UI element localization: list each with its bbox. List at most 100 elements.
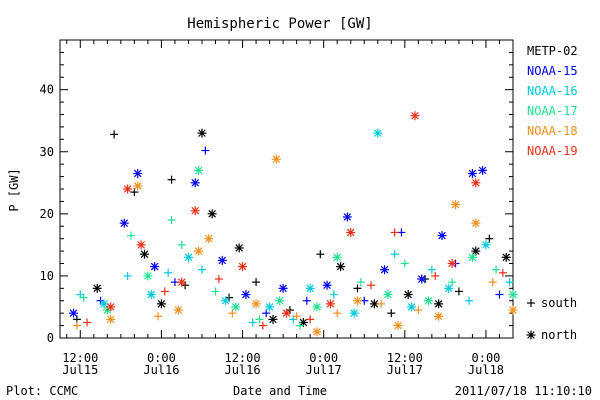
data-point-south	[306, 315, 315, 324]
data-point-north	[352, 296, 362, 306]
data-point-south	[123, 271, 132, 280]
data-point-north	[393, 321, 403, 331]
data-point-north	[231, 302, 241, 312]
x-tick-date-label: Jul16	[143, 363, 179, 377]
series-metp-02	[72, 128, 511, 327]
data-point-north	[221, 296, 231, 306]
data-point-south	[390, 228, 399, 237]
data-point-north	[99, 299, 109, 309]
data-point-north	[336, 262, 346, 272]
series-noaa-19	[83, 111, 507, 330]
data-point-north	[508, 290, 518, 300]
data-point-north	[234, 243, 244, 253]
data-point-south	[498, 268, 507, 277]
plot-timestamp: 2011/07/18 11:10:10	[455, 384, 592, 398]
data-point-south	[167, 216, 176, 225]
x-tick-date-label: Jul18	[468, 363, 504, 377]
data-point-north	[444, 283, 454, 293]
data-point-south	[211, 287, 220, 296]
data-point-north	[471, 178, 481, 188]
data-point-south	[252, 278, 261, 287]
data-point-south	[377, 299, 386, 308]
data-point-north	[194, 165, 204, 175]
data-point-north	[481, 240, 491, 250]
data-point-south	[400, 259, 409, 268]
data-point-north	[346, 227, 356, 237]
data-point-north	[177, 277, 187, 287]
marker-legend-label: north	[541, 328, 577, 342]
data-point-north	[133, 181, 143, 191]
data-point-north	[275, 296, 285, 306]
data-point-north	[207, 209, 217, 219]
data-point-north	[106, 314, 116, 324]
data-point-south	[258, 321, 267, 330]
legend-entry: NOAA-19	[527, 144, 578, 158]
y-axis-label: P [GW]	[7, 168, 21, 211]
data-point-south	[492, 265, 501, 274]
data-point-north	[136, 240, 146, 250]
marker-legend-label: south	[541, 296, 577, 310]
data-point-south	[465, 296, 474, 305]
data-point-south	[110, 130, 119, 139]
data-point-south	[390, 250, 399, 259]
legend-entry: NOAA-16	[527, 84, 578, 98]
data-point-south	[167, 175, 176, 184]
data-point-north	[312, 327, 322, 337]
series-noaa-15	[69, 146, 504, 318]
data-point-north	[407, 302, 417, 312]
data-point-south	[201, 146, 210, 155]
data-point-south	[248, 318, 257, 327]
series-noaa-18	[72, 154, 518, 337]
y-tick-label: 10	[40, 269, 54, 283]
data-point-north	[471, 218, 481, 228]
data-point-south	[292, 312, 301, 321]
data-point-south	[164, 268, 173, 277]
data-point-south	[454, 287, 463, 296]
data-point-south	[302, 296, 311, 305]
legend-entry: NOAA-18	[527, 124, 578, 138]
data-point-south	[83, 318, 92, 327]
data-point-north	[197, 128, 207, 138]
data-point-north	[150, 262, 160, 272]
x-tick-time-label: 0:00	[472, 351, 501, 365]
data-point-north	[265, 302, 275, 312]
data-point-north	[437, 231, 447, 241]
data-point-north	[417, 274, 427, 284]
data-point-south	[367, 281, 376, 290]
data-point-south	[197, 265, 206, 274]
x-tick-date-label: Jul17	[387, 363, 423, 377]
data-point-north	[312, 302, 322, 312]
data-point-south	[296, 321, 305, 330]
data-point-north	[133, 168, 143, 178]
data-points	[69, 111, 518, 337]
data-point-north	[478, 165, 488, 175]
data-point-south	[329, 290, 338, 299]
data-point-south	[316, 250, 325, 259]
data-point-north	[123, 184, 133, 194]
x-axis: 12:00Jul150:00Jul1612:00Jul160:00Jul1712…	[62, 40, 514, 377]
data-point-north	[434, 299, 444, 309]
data-point-north	[322, 280, 332, 290]
data-point-south	[495, 290, 504, 299]
data-point-north	[217, 255, 227, 265]
x-tick-time-label: 12:00	[62, 351, 98, 365]
x-tick-date-label: Jul15	[62, 363, 98, 377]
data-point-north	[501, 252, 511, 262]
chart-title: Hemispheric Power [GW]	[187, 16, 372, 32]
data-point-north	[434, 311, 444, 321]
marker-legend: south north	[526, 296, 577, 342]
data-point-north	[373, 128, 383, 138]
data-point-north	[238, 262, 248, 272]
data-point-south	[448, 278, 457, 287]
data-point-north	[156, 299, 166, 309]
data-point-south	[79, 293, 88, 302]
legend-entry: NOAA-15	[527, 64, 578, 78]
data-point-north	[69, 308, 79, 318]
data-point-south	[397, 228, 406, 237]
legend-entry: METP-02	[527, 44, 578, 58]
legend-entry: NOAA-17	[527, 104, 578, 118]
y-tick-label: 20	[40, 207, 54, 221]
data-point-north	[403, 290, 413, 300]
data-point-north	[332, 252, 342, 262]
